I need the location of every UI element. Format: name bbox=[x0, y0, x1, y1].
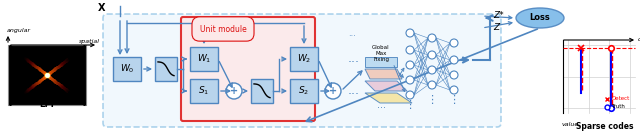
Bar bbox=[251, 79, 273, 103]
Text: ⋮: ⋮ bbox=[449, 95, 460, 105]
Circle shape bbox=[428, 66, 436, 74]
Circle shape bbox=[450, 71, 458, 79]
Text: $S_1$: $S_1$ bbox=[198, 85, 210, 97]
Text: Z*: Z* bbox=[493, 11, 504, 20]
Text: $W_2$: $W_2$ bbox=[297, 53, 311, 65]
Text: Detect: Detect bbox=[611, 97, 629, 101]
FancyBboxPatch shape bbox=[103, 14, 501, 127]
Circle shape bbox=[406, 76, 414, 84]
Circle shape bbox=[406, 91, 414, 99]
FancyBboxPatch shape bbox=[181, 17, 315, 121]
Text: value: value bbox=[562, 122, 579, 127]
Bar bbox=[290, 79, 318, 103]
Text: spatial: spatial bbox=[79, 39, 100, 44]
Bar bbox=[155, 57, 177, 81]
Circle shape bbox=[428, 34, 436, 42]
Text: depth: depth bbox=[638, 38, 640, 43]
Polygon shape bbox=[365, 81, 407, 91]
Text: X: X bbox=[99, 3, 106, 13]
Text: Sparse codes: Sparse codes bbox=[575, 122, 633, 131]
Polygon shape bbox=[365, 69, 402, 79]
Bar bbox=[8, 45, 86, 105]
Circle shape bbox=[450, 86, 458, 94]
Text: Unit module: Unit module bbox=[200, 24, 246, 34]
Ellipse shape bbox=[516, 8, 564, 28]
Text: ...: ... bbox=[348, 28, 356, 38]
Text: Truth: Truth bbox=[611, 105, 625, 109]
Circle shape bbox=[325, 83, 341, 99]
Circle shape bbox=[406, 46, 414, 54]
Text: ...: ... bbox=[348, 53, 360, 65]
Text: ...: ... bbox=[376, 100, 385, 110]
Text: $W_1$: $W_1$ bbox=[197, 53, 211, 65]
Circle shape bbox=[226, 83, 242, 99]
Text: Loss: Loss bbox=[530, 14, 550, 22]
Text: ...: ... bbox=[348, 84, 360, 97]
Circle shape bbox=[406, 29, 414, 37]
Circle shape bbox=[450, 39, 458, 47]
Text: angular: angular bbox=[7, 28, 31, 33]
Text: +: + bbox=[230, 86, 238, 95]
Text: Global
Max
Fixing: Global Max Fixing bbox=[372, 45, 390, 62]
Text: $W_0$: $W_0$ bbox=[120, 63, 134, 75]
Text: ⋮: ⋮ bbox=[426, 95, 438, 105]
Bar bbox=[290, 47, 318, 71]
Text: Z: Z bbox=[493, 24, 499, 32]
Polygon shape bbox=[365, 57, 397, 67]
Circle shape bbox=[428, 51, 436, 59]
Circle shape bbox=[450, 56, 458, 64]
Text: ⋮: ⋮ bbox=[404, 100, 415, 110]
Circle shape bbox=[406, 61, 414, 69]
Text: +: + bbox=[329, 86, 337, 95]
Polygon shape bbox=[365, 93, 412, 103]
Bar bbox=[190, 47, 218, 71]
Text: EPI: EPI bbox=[40, 100, 54, 109]
Bar bbox=[113, 57, 141, 81]
Text: $S_2$: $S_2$ bbox=[298, 85, 310, 97]
Bar bbox=[190, 79, 218, 103]
Circle shape bbox=[428, 81, 436, 89]
